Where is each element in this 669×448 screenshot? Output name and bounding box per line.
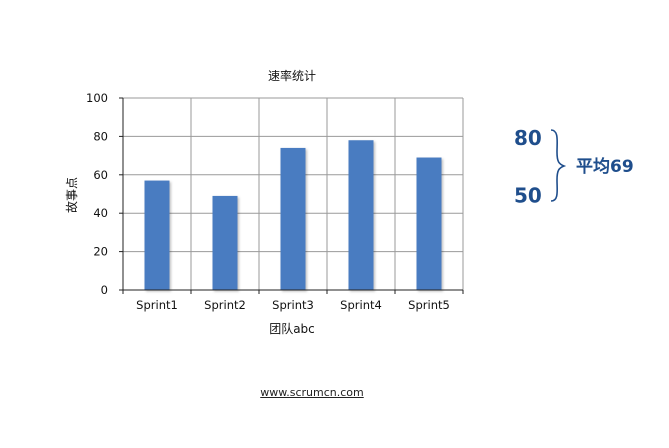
- x-tick-label: Sprint1: [136, 298, 178, 312]
- chart-title: 速率统计: [268, 68, 316, 83]
- x-tick-label: Sprint2: [204, 298, 246, 312]
- y-axis-label: 故事点: [64, 177, 79, 213]
- bar-sprint2: [212, 195, 238, 290]
- x-axis-label: 团队abc: [269, 321, 315, 336]
- reference-label-50: 50: [514, 184, 542, 208]
- bar-sprint4: [348, 140, 374, 290]
- x-tick-label: Sprint3: [272, 298, 314, 312]
- x-tick-label: Sprint5: [408, 298, 450, 312]
- y-tick-label: 40: [93, 206, 108, 220]
- y-tick-label: 100: [86, 91, 108, 105]
- y-tick-label: 60: [93, 168, 108, 182]
- average-annotation: 平均69: [576, 156, 634, 177]
- bars: [144, 140, 442, 290]
- brace-icon: [550, 129, 567, 202]
- y-tick-label: 0: [101, 283, 108, 297]
- bar-sprint3: [280, 147, 306, 290]
- x-tick-label: Sprint4: [340, 298, 382, 312]
- reference-lines: 80 50: [146, 126, 542, 208]
- footer-link[interactable]: www.scrumcn.com: [260, 386, 364, 399]
- reference-label-80: 80: [514, 126, 542, 150]
- axes: 0 20 40 60 80 100 Sprint1 Sprint2 Sprint3 Sprint4…: [86, 91, 464, 312]
- y-tick-label: 80: [93, 129, 108, 143]
- bar-sprint5: [416, 157, 442, 290]
- y-tick-label: 20: [93, 245, 108, 259]
- bar-sprint1: [144, 180, 170, 290]
